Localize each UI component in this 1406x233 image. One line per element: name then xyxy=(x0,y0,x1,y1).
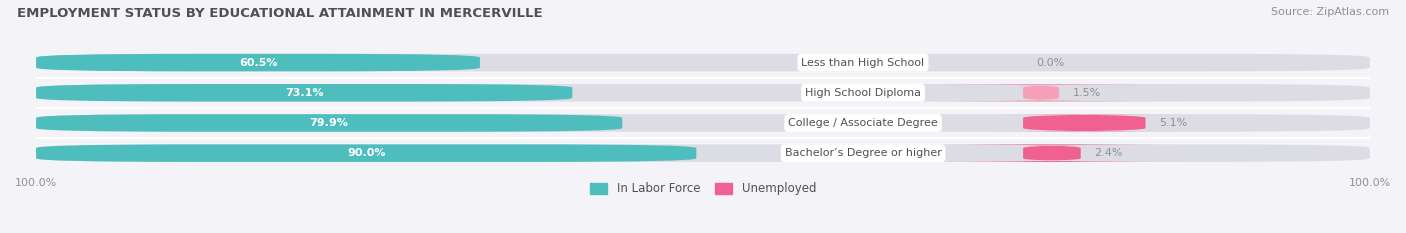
Legend: In Labor Force, Unemployed: In Labor Force, Unemployed xyxy=(589,182,817,195)
FancyBboxPatch shape xyxy=(898,84,1184,102)
FancyBboxPatch shape xyxy=(37,114,623,132)
Text: Bachelor’s Degree or higher: Bachelor’s Degree or higher xyxy=(785,148,942,158)
Text: 1.5%: 1.5% xyxy=(1073,88,1101,98)
Text: 79.9%: 79.9% xyxy=(309,118,349,128)
Text: 0.0%: 0.0% xyxy=(1036,58,1064,68)
Text: Source: ZipAtlas.com: Source: ZipAtlas.com xyxy=(1271,7,1389,17)
Text: 2.4%: 2.4% xyxy=(1094,148,1122,158)
FancyBboxPatch shape xyxy=(37,144,1369,162)
FancyBboxPatch shape xyxy=(921,144,1184,162)
Text: 60.5%: 60.5% xyxy=(239,58,277,68)
Text: High School Diploma: High School Diploma xyxy=(806,88,921,98)
FancyBboxPatch shape xyxy=(37,84,572,102)
Text: EMPLOYMENT STATUS BY EDUCATIONAL ATTAINMENT IN MERCERVILLE: EMPLOYMENT STATUS BY EDUCATIONAL ATTAINM… xyxy=(17,7,543,20)
FancyBboxPatch shape xyxy=(37,84,1369,102)
Text: College / Associate Degree: College / Associate Degree xyxy=(789,118,938,128)
FancyBboxPatch shape xyxy=(986,114,1184,132)
FancyBboxPatch shape xyxy=(37,114,1369,132)
Text: 90.0%: 90.0% xyxy=(347,148,385,158)
Text: 5.1%: 5.1% xyxy=(1159,118,1187,128)
FancyBboxPatch shape xyxy=(37,144,696,162)
Text: 73.1%: 73.1% xyxy=(285,88,323,98)
FancyBboxPatch shape xyxy=(37,54,1369,71)
Text: Less than High School: Less than High School xyxy=(801,58,925,68)
FancyBboxPatch shape xyxy=(37,54,479,71)
